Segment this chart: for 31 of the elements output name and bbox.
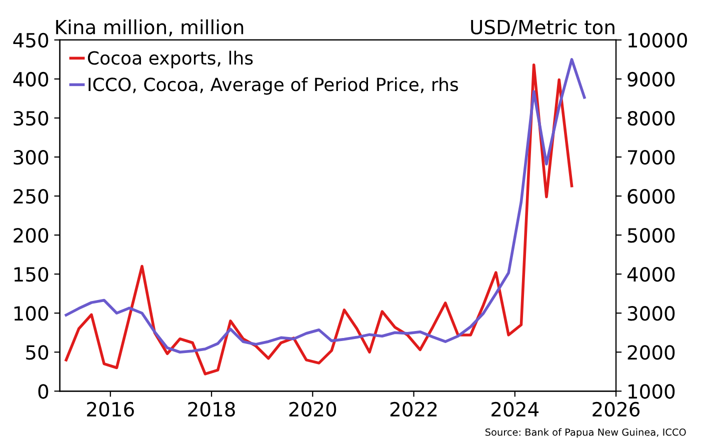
y2-tick-label: 9000 xyxy=(628,72,675,87)
y2-axis-title: USD/Metric ton xyxy=(471,19,614,36)
legend-label: Cocoa exports, lhs xyxy=(88,50,253,68)
y-tick-label: 0 xyxy=(38,384,48,399)
y-tick-label: 150 xyxy=(14,267,48,282)
y2-tick-label: 7000 xyxy=(628,150,675,165)
y-tick-label: 250 xyxy=(14,188,48,204)
y2-tick-label: 6000 xyxy=(628,188,675,204)
y2-tick-label: 2000 xyxy=(628,345,675,360)
x-tick-label: 2018 xyxy=(188,402,235,417)
y2-tick-label: 10000 xyxy=(628,32,687,48)
y2-tick-label: 1000 xyxy=(628,384,675,399)
y-tick-label: 450 xyxy=(13,32,48,48)
y2-tick-label: 5000 xyxy=(628,228,675,243)
y2-tick-label: 4000 xyxy=(627,267,675,282)
x-tick-label: 2026 xyxy=(592,402,640,417)
x-tick-label: 2022 xyxy=(390,402,437,417)
y-axis-title: Kina million, million xyxy=(56,19,244,36)
source-note: Source: Bank of Papua New Guinea, ICCO xyxy=(485,428,686,438)
x-tick-label: 2020 xyxy=(289,402,336,417)
y-tick-label: 350 xyxy=(14,110,48,126)
x-tick-label: 2016 xyxy=(87,402,134,417)
x-tick-label: 2024 xyxy=(492,402,539,417)
y2-tick-label: 3000 xyxy=(628,306,675,321)
legend-label: ICCO, Cocoa, Average of Period Price, rhs xyxy=(88,77,458,95)
y-tick-label: 50 xyxy=(26,345,48,360)
y-tick-label: 300 xyxy=(14,150,48,165)
y2-tick-label: 8000 xyxy=(628,110,675,126)
y-tick-label: 100 xyxy=(14,306,48,321)
y-tick-label: 400 xyxy=(13,72,48,87)
y-tick-label: 200 xyxy=(14,228,48,243)
